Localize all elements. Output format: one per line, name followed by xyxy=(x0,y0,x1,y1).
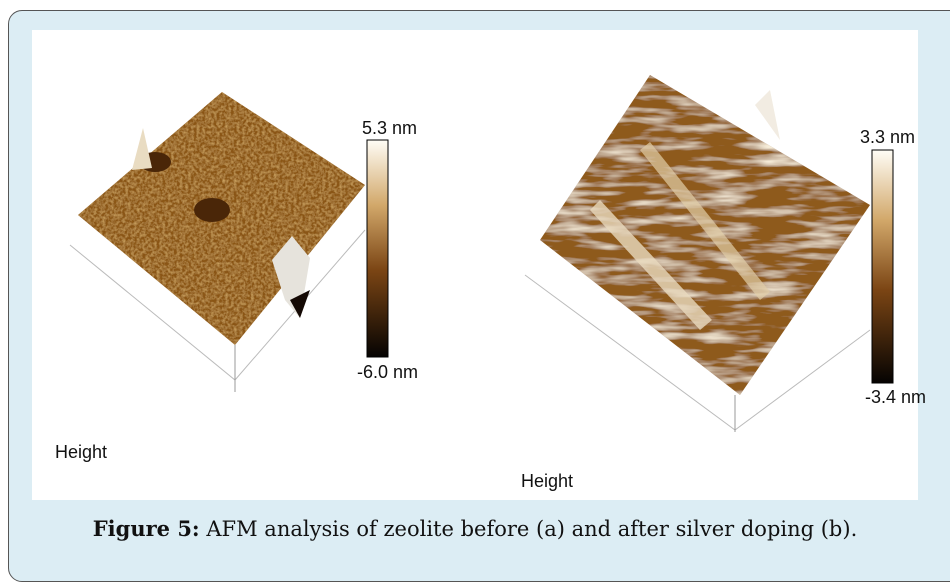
colorbar-min-label: -3.4 nm xyxy=(865,387,926,407)
panel-label: Height xyxy=(521,471,573,491)
page: 5.3 nm -6.0 nm 3.3 nm -3.4 nm Height Hei… xyxy=(0,0,950,561)
figure-caption: Figure 5: AFM analysis of zeolite before… xyxy=(0,516,950,541)
caption-label: Figure 5: xyxy=(93,516,200,541)
colorbar-max-label: 5.3 nm xyxy=(362,118,417,138)
colorbar-max-label: 3.3 nm xyxy=(860,127,915,147)
colorbar-b xyxy=(872,150,893,383)
afm-surface-a xyxy=(70,92,365,392)
caption-text: AFM analysis of zeolite before (a) and a… xyxy=(206,517,857,541)
panel-label: Height xyxy=(55,442,107,462)
colorbar-min-label: -6.0 nm xyxy=(357,362,418,382)
afm-images: 5.3 nm -6.0 nm 3.3 nm -3.4 nm Height Hei… xyxy=(0,0,950,561)
colorbar-a xyxy=(367,140,388,357)
afm-surface-b xyxy=(525,75,870,432)
